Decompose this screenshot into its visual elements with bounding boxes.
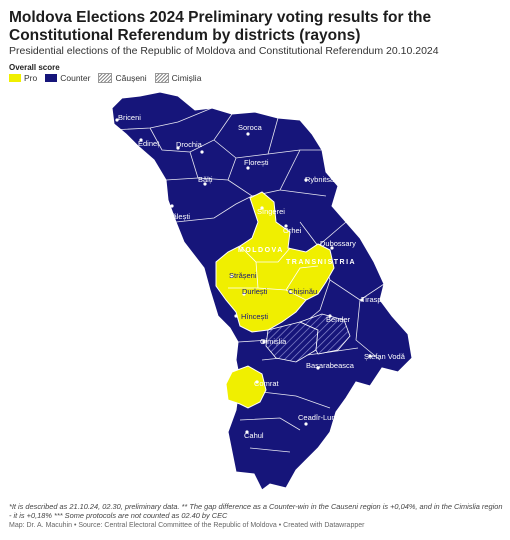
label-cahul: Cahul: [244, 431, 264, 440]
label-straseni: Strășeni: [229, 271, 257, 280]
place-labels-pro: Strășeni Durlești Chișinău Hîncești: [229, 271, 317, 321]
region-label-transnistria: TRANSNISTRIA: [286, 259, 356, 266]
label-dubossary: Dubossary: [320, 239, 356, 248]
place-dots: [115, 118, 372, 434]
legend-item-causeni: Căușeni: [98, 73, 147, 83]
legend-item-cimislia: Cimișlia: [154, 73, 202, 83]
legend-item-pro: Pro: [9, 73, 37, 83]
label-balti: Bălți: [198, 175, 213, 184]
label-edinet: Edineț: [138, 139, 160, 148]
label-soroca: Soroca: [238, 123, 263, 132]
label-ungheni: Ungheni: [172, 263, 200, 272]
moldova-map: MOLDOVA TRANSNISTRIA Briceni Soroca Edin…: [111, 91, 413, 491]
legend: Pro Counter Căușeni Cimișlia: [9, 73, 209, 83]
label-chisinau: Chișinău: [288, 287, 317, 296]
legend-label-causeni: Căușeni: [115, 73, 147, 83]
legend-label-counter: Counter: [60, 73, 91, 83]
label-singerei: Sîngerei: [257, 207, 285, 216]
legend-swatch-causeni: [98, 73, 113, 83]
legend-label-pro: Pro: [24, 73, 38, 83]
label-drochia: Drochia: [176, 140, 203, 149]
source-footer: Map: Dr. A. Macuhin • Source: Central El…: [9, 522, 365, 529]
label-rybnitsa: Rybnitsa: [305, 175, 335, 184]
label-falesti: Fălești: [168, 212, 190, 221]
label-orhei: Orhei: [283, 226, 302, 235]
label-basarabeasca: Basarabeasca: [306, 361, 355, 370]
legend-swatch-counter: [45, 74, 58, 82]
label-floresti: Florești: [244, 158, 269, 167]
legend-heading: Overall score: [9, 63, 60, 72]
label-bender: Bender: [326, 315, 351, 324]
label-cimislia: Cimișlia: [260, 337, 287, 346]
chart-title: Moldova Elections 2024 Preliminary votin…: [9, 9, 432, 44]
place-labels: Briceni Soroca Edineț Drochia Florești B…: [118, 113, 406, 440]
label-comrat: Comrat: [254, 379, 280, 388]
chart-subtitle: Presidential elections of the Republic o…: [9, 45, 439, 57]
pro-district-borders: [228, 245, 319, 301]
region-label-moldova: MOLDOVA: [238, 247, 284, 254]
legend-swatch-cimislia: [154, 73, 169, 83]
legend-swatch-pro: [9, 74, 21, 82]
footnotes: *It is described as 21.10.24, 02.30, pre…: [9, 502, 503, 520]
district-borders: [111, 107, 385, 453]
label-durlesti: Durlești: [242, 287, 268, 296]
legend-item-counter: Counter: [45, 73, 90, 83]
label-tiraspol: Tiraspol: [361, 295, 388, 304]
label-briceni: Briceni: [118, 113, 141, 122]
pro-southern-district: [225, 365, 267, 409]
label-stefan-voda: Ștefan Vodă: [364, 352, 406, 361]
label-ceadir-lunga: Ceadîr-Lunga: [298, 413, 345, 422]
legend-label-cimislia: Cimișlia: [171, 73, 202, 83]
label-hincesti: Hîncești: [241, 312, 268, 321]
